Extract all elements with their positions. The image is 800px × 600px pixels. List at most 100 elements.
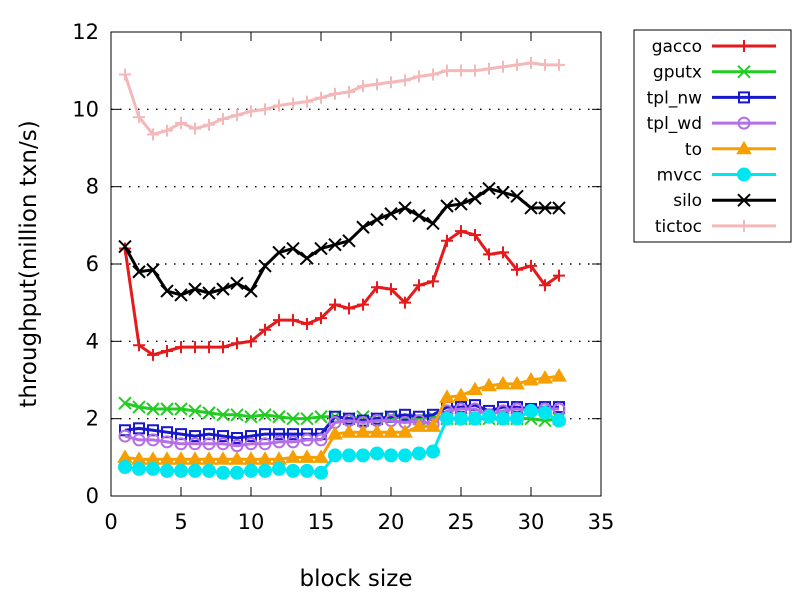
data-point-gputx (160, 402, 174, 416)
data-point-tpl_wd (244, 437, 258, 451)
data-point-tictoc (147, 128, 159, 141)
data-point-tpl_nw (287, 428, 299, 441)
data-point-gacco (539, 279, 551, 292)
data-point-mvcc (174, 463, 188, 478)
series-layer (117, 56, 567, 480)
data-point-gacco (553, 269, 565, 282)
data-point-gputx (314, 410, 328, 424)
data-point-gacco (455, 225, 467, 238)
data-point-silo (132, 265, 146, 279)
legend-label: tpl_wd (647, 114, 702, 134)
data-point-to (313, 449, 329, 463)
legend-item-gputx: gputx (653, 63, 776, 83)
data-point-silo (398, 201, 412, 215)
x-tick-label: 25 (448, 510, 475, 534)
data-point-gputx (244, 410, 258, 424)
data-point-tictoc (553, 58, 565, 71)
data-point-tictoc (315, 91, 327, 104)
data-point-tictoc (119, 68, 131, 81)
data-point-gputx (188, 404, 202, 418)
data-point-gputx (258, 408, 272, 422)
data-point-tpl_wd (272, 435, 286, 449)
data-point-gputx (132, 400, 146, 414)
data-point-mvcc (384, 448, 398, 463)
data-point-gputx (118, 396, 132, 410)
data-point-silo (258, 259, 272, 273)
data-point-silo (300, 251, 314, 265)
legend-item-gacco: gacco (652, 37, 776, 57)
data-point-silo (174, 288, 188, 302)
data-point-tpl_wd (188, 437, 202, 451)
legend-label: to (685, 140, 702, 160)
data-point-gputx (202, 406, 216, 420)
legend-box (633, 29, 792, 243)
data-point-to (509, 375, 525, 390)
series-gacco (119, 225, 565, 361)
data-point-gputx (272, 410, 286, 424)
data-point-silo (482, 181, 496, 196)
data-point-mvcc (496, 411, 510, 426)
x-axis-label: block size (300, 566, 413, 592)
data-point-tpl_nw (133, 422, 145, 435)
data-point-tictoc (343, 85, 355, 98)
data-point-silo (356, 220, 370, 234)
data-point-tictoc (301, 95, 313, 108)
data-point-gacco (329, 298, 341, 311)
legend-item-to: to (685, 140, 776, 160)
data-point-tictoc (497, 60, 509, 73)
data-point-tictoc (203, 118, 215, 131)
data-point-silo (244, 284, 258, 298)
data-point-gacco (385, 283, 397, 296)
data-point-mvcc (328, 448, 342, 463)
data-point-mvcc (510, 411, 524, 426)
data-point-mvcc (426, 444, 440, 459)
data-point-tictoc (217, 113, 229, 125)
legend-label: gacco (652, 37, 702, 57)
legend-label: tpl_nw (647, 88, 702, 108)
data-point-silo (188, 282, 202, 296)
data-point-gputx (300, 411, 314, 426)
data-point-to (467, 381, 483, 396)
x-tick-label: 5 (174, 510, 187, 534)
data-point-silo (538, 201, 552, 215)
data-point-tictoc (413, 70, 425, 83)
data-point-to (355, 424, 371, 438)
data-point-mvcc (160, 463, 174, 478)
data-point-silo (468, 191, 482, 205)
data-point-to (285, 449, 301, 463)
data-point-mvcc (202, 463, 216, 478)
data-point-gacco (483, 248, 495, 261)
data-point-tictoc (175, 116, 187, 129)
y-tick-label: 12 (72, 20, 99, 44)
axis-ticks: 0 2 4 6 8 10 12 0 5 10 15 20 25 30 35 (72, 20, 614, 534)
data-point-tpl_wd (132, 433, 146, 447)
data-point-gacco (343, 302, 355, 315)
data-point-tpl_nw (245, 430, 257, 443)
data-point-tpl_wd (146, 433, 160, 447)
legend-marker (737, 167, 751, 182)
legend-label: mvcc (657, 166, 702, 186)
y-tick-label: 0 (86, 484, 99, 508)
data-point-to (439, 389, 455, 403)
data-point-mvcc (132, 461, 146, 476)
legend-marker (738, 91, 750, 104)
data-point-silo (328, 237, 342, 252)
y-tick-label: 10 (72, 97, 99, 121)
data-point-tictoc (427, 68, 439, 81)
legend-item-tpl_wd: tpl_wd (647, 114, 776, 134)
legend-label: gputx (653, 63, 702, 83)
legend-label: silo (673, 191, 702, 211)
data-point-gacco (413, 279, 425, 292)
data-point-gacco (315, 312, 327, 325)
data-point-tpl_nw (217, 430, 229, 443)
data-point-gacco (133, 339, 145, 352)
series-tictoc (119, 56, 565, 141)
data-point-gacco (273, 314, 285, 327)
data-point-to (341, 424, 357, 438)
data-point-gacco (287, 314, 299, 327)
data-point-tictoc (455, 64, 467, 77)
data-point-gacco (245, 335, 257, 348)
data-point-tictoc (357, 80, 369, 93)
